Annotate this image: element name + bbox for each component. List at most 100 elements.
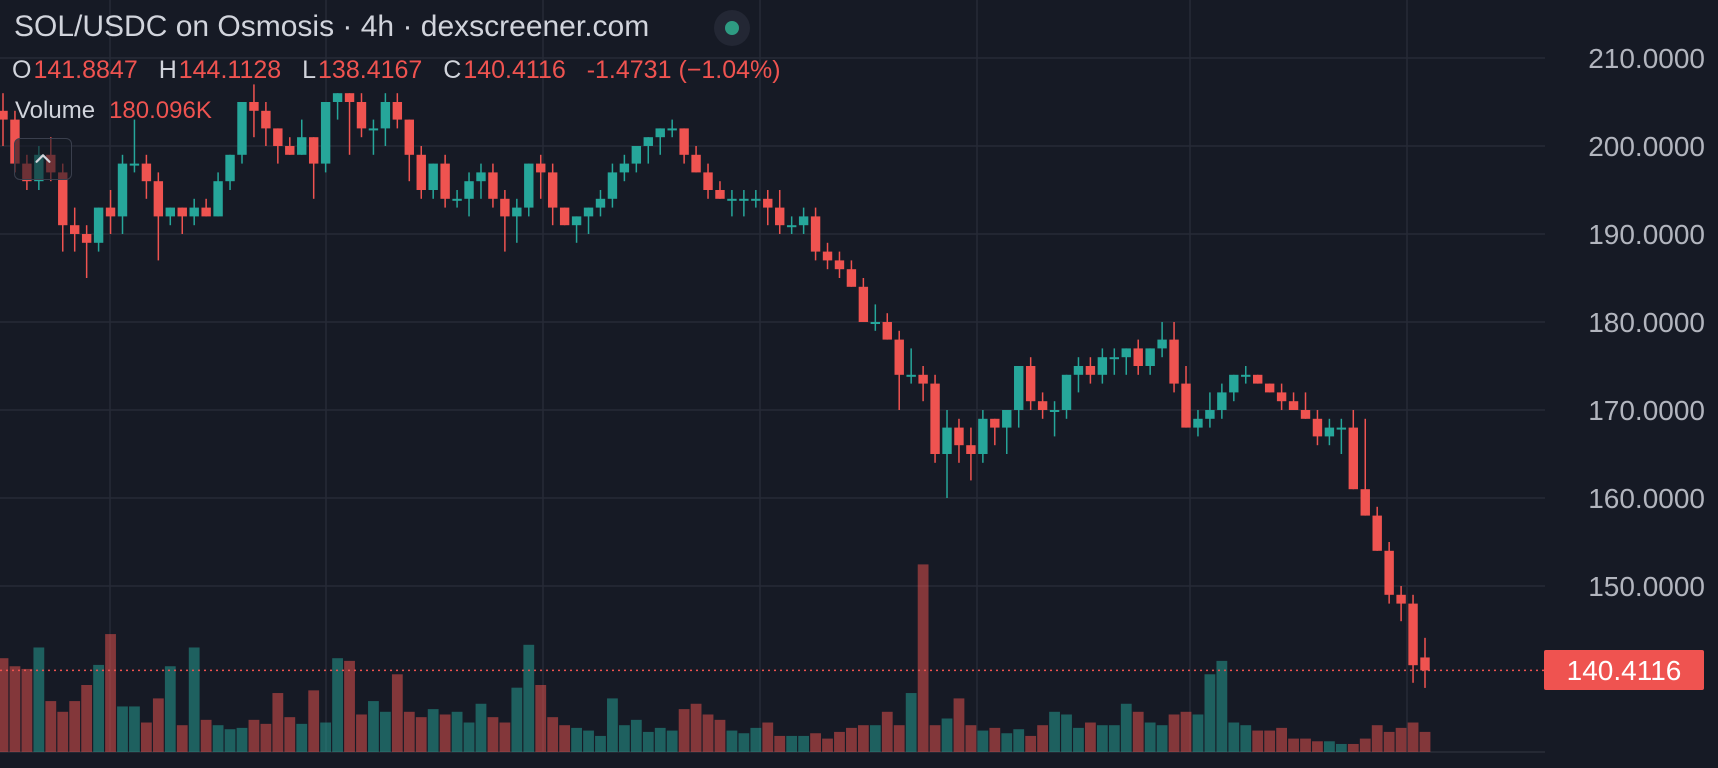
volume-bar (1156, 725, 1168, 752)
volume-bar (475, 703, 487, 752)
candle-body (810, 216, 821, 252)
candle-body (332, 93, 343, 102)
candle-body (416, 154, 426, 190)
candle-body (571, 216, 582, 226)
volume-bar (1359, 738, 1371, 752)
collapse-legend-button[interactable] (14, 138, 72, 180)
candle-body (1276, 392, 1287, 402)
candle-body (990, 418, 1000, 428)
candle-body (0, 110, 8, 120)
candle-body (512, 207, 522, 217)
volume-bar (391, 674, 403, 752)
candle-body (942, 427, 952, 454)
last-price-tag: 140.4116 (1544, 650, 1704, 690)
candle-body (559, 207, 570, 226)
volume-bar (1264, 730, 1276, 752)
volume-bar (523, 644, 535, 752)
volume-bar (69, 701, 81, 752)
volume-value: 180.096K (109, 97, 212, 124)
candle-body (751, 198, 761, 201)
candle-body (918, 374, 928, 384)
volume-bar (356, 714, 367, 752)
volume-bar (439, 714, 451, 752)
candle-body (1360, 489, 1370, 516)
volume-bar (248, 719, 260, 752)
volume-bar (690, 703, 702, 752)
candle-body (667, 128, 677, 131)
candlesticks (0, 84, 1430, 688)
candle-body (1420, 657, 1430, 671)
chart-grid (0, 0, 1545, 753)
candle-body (201, 207, 211, 217)
candle-body (643, 137, 653, 146)
volume-bar (487, 717, 499, 752)
candle-body (739, 198, 749, 201)
candle-body (1025, 366, 1036, 402)
candle-body (775, 207, 785, 226)
candle-body (488, 172, 498, 199)
candle-body (727, 198, 737, 201)
volume-bar (714, 719, 726, 752)
volume-bar (1276, 727, 1288, 752)
volume-bar (1252, 730, 1264, 752)
volume-bar (463, 722, 475, 752)
candle-body (225, 154, 235, 182)
candle-body (1002, 410, 1012, 428)
candle-body (715, 190, 725, 199)
volume-bar (1073, 727, 1084, 752)
volume-bar (1192, 714, 1204, 752)
low-label: L (302, 56, 317, 84)
volume-bar (320, 722, 332, 752)
volume-bar (511, 687, 523, 752)
volume-bar (415, 717, 427, 752)
volume-bar (893, 725, 905, 752)
candle-body (1085, 366, 1096, 375)
volume-bar (224, 729, 236, 752)
volume-bar (559, 725, 571, 752)
volume-bar (666, 730, 678, 752)
volume-bar (834, 731, 845, 752)
price-tick-label: 210.0000 (1588, 43, 1705, 74)
candle-body (105, 207, 116, 217)
candle-body (404, 119, 414, 155)
candle-body (1157, 339, 1167, 349)
volume-bar (738, 733, 750, 752)
volume-bar (618, 725, 630, 752)
price-axis: 210.0000 200.0000 190.0000 180.0000 170.0000… (1588, 43, 1705, 602)
candle-body (798, 216, 809, 226)
volume-bar (989, 727, 1001, 752)
candle-body (392, 102, 403, 120)
volume-bar (81, 685, 93, 752)
volume-bar (1096, 725, 1108, 752)
volume-bar (726, 730, 738, 752)
price-tick-label: 170.0000 (1588, 395, 1705, 426)
candle-body (536, 163, 546, 173)
volume-bar (57, 711, 69, 752)
volume-bar (1324, 741, 1335, 752)
candle-body (249, 102, 259, 111)
volume-bar (1120, 703, 1132, 752)
volume-bar (129, 706, 140, 752)
volume-bar (654, 727, 666, 752)
candle-body (1264, 383, 1275, 393)
price-tick-label: 150.0000 (1588, 571, 1705, 602)
candle-body (763, 198, 773, 208)
volume-bars (0, 564, 1431, 752)
candle-body (894, 339, 904, 375)
candle-body (320, 102, 331, 164)
candle-body (1336, 427, 1347, 430)
volume-bar (905, 693, 917, 752)
candle-body (440, 163, 450, 199)
candle-body (1073, 366, 1084, 375)
candle-body (1253, 374, 1263, 384)
volume-bar (1085, 722, 1096, 752)
candle-body (1205, 410, 1215, 419)
volume-bar (595, 735, 606, 752)
candle-body (237, 102, 247, 155)
candle-body (428, 163, 438, 190)
volume-bar (368, 701, 379, 752)
candle-body (954, 427, 964, 446)
candle-body (631, 146, 642, 164)
volume-bar (702, 714, 714, 752)
